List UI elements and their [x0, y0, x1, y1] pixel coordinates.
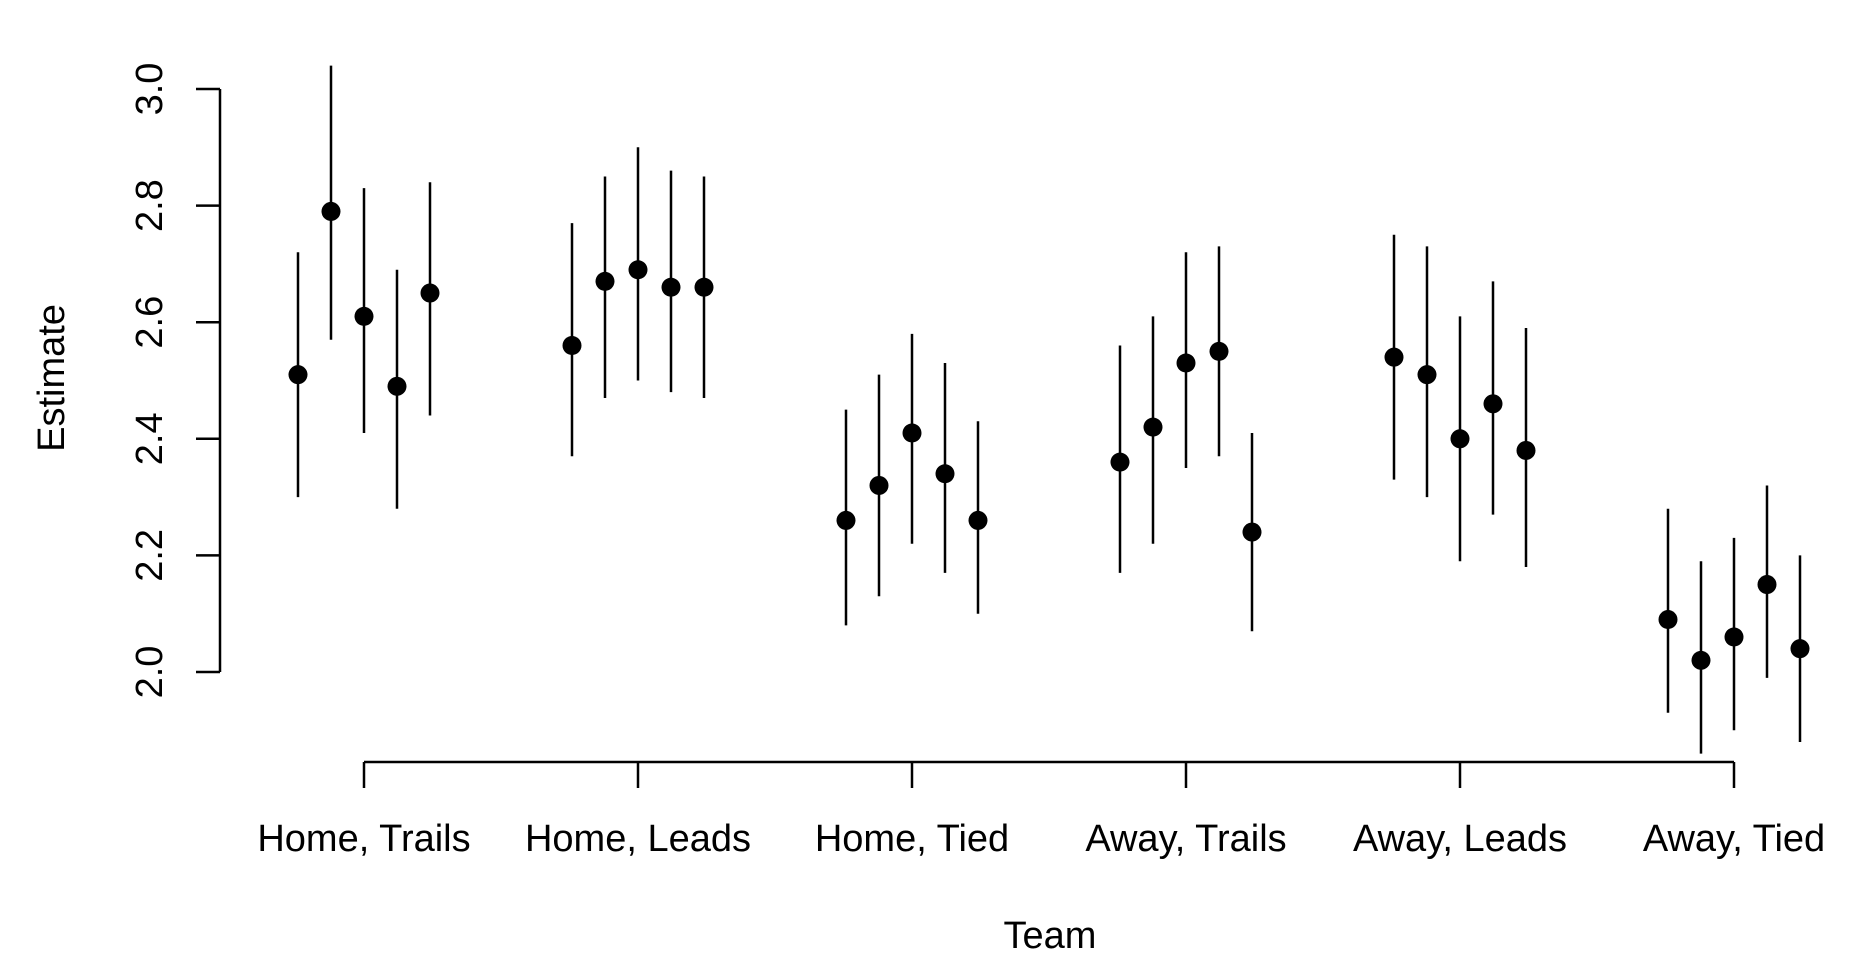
data-point — [321, 201, 341, 221]
data-point — [902, 423, 922, 443]
data-point — [661, 277, 681, 297]
y-tick-label: 2.8 — [129, 179, 171, 232]
data-points — [288, 201, 1810, 670]
data-point — [968, 510, 988, 530]
data-point — [1143, 417, 1163, 437]
x-tick-label: Home, Trails — [257, 818, 470, 860]
y-axis: 2.0 2.2 2.4 2.6 2.8 3.0 — [129, 63, 222, 699]
x-tick-label: Away, Tied — [1643, 818, 1825, 860]
data-point — [1516, 440, 1536, 460]
data-point — [1110, 452, 1130, 472]
x-tick-label: Away, Trails — [1085, 818, 1286, 860]
y-axis-title: Estimate — [31, 304, 73, 452]
data-point — [1209, 341, 1229, 361]
y-tick-label: 3.0 — [129, 63, 171, 116]
data-point — [1450, 429, 1470, 449]
data-point — [420, 283, 440, 303]
data-point — [595, 271, 615, 291]
data-point — [869, 475, 889, 495]
data-point — [628, 260, 648, 280]
data-point — [562, 336, 582, 356]
data-point — [694, 277, 714, 297]
y-tick-label: 2.6 — [129, 296, 171, 349]
x-axis-title: Team — [1004, 915, 1097, 957]
data-point — [1483, 394, 1503, 414]
data-point — [288, 365, 308, 385]
y-tick-label: 2.0 — [129, 646, 171, 699]
data-point — [1757, 575, 1777, 595]
x-tick-label: Away, Leads — [1353, 818, 1567, 860]
data-point — [387, 376, 407, 396]
x-tick-label: Home, Leads — [525, 818, 751, 860]
data-point — [1417, 365, 1437, 385]
error-bars — [296, 65, 1802, 754]
data-point — [354, 306, 374, 326]
data-point — [1384, 347, 1404, 367]
data-point — [836, 510, 856, 530]
x-axis: Home, Trails Home, Leads Home, Tied Away, T… — [257, 760, 1825, 860]
y-tick-label: 2.4 — [129, 412, 171, 465]
data-point — [1790, 639, 1810, 659]
data-point — [1658, 610, 1678, 630]
data-point — [1724, 627, 1744, 647]
data-point — [1176, 353, 1196, 373]
data-point — [935, 464, 955, 484]
x-tick-label: Home, Tied — [815, 818, 1009, 860]
data-point — [1691, 650, 1711, 670]
y-tick-label: 2.2 — [129, 529, 171, 582]
data-point — [1242, 522, 1262, 542]
